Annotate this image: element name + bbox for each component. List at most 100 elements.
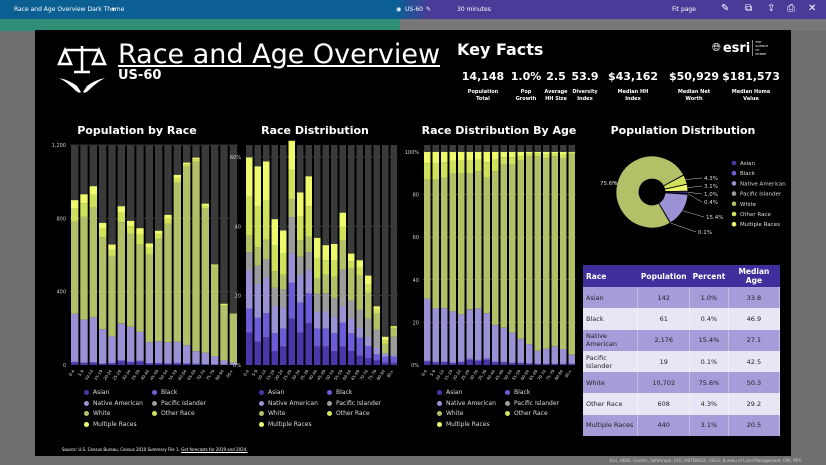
legend-item[interactable]: Asian xyxy=(437,389,462,396)
key-fact-label: Diversity Index xyxy=(572,89,598,102)
table-cell: Pacific Islander xyxy=(583,350,639,373)
bar-segment-white xyxy=(254,247,261,266)
legend-swatch xyxy=(259,400,264,406)
bar-segment-pacific-islander xyxy=(373,329,380,348)
bar-segment-other-race xyxy=(483,162,490,178)
globe-icon: 🌐︎ xyxy=(712,41,721,54)
bar-segment-white xyxy=(136,244,144,332)
column-header: Race xyxy=(583,265,638,287)
x-tick-label: 65-69 xyxy=(186,368,197,381)
close-icon[interactable]: ✕ xyxy=(808,3,817,14)
legend-item[interactable]: Black xyxy=(327,389,352,396)
bar-segment-asian xyxy=(331,351,338,365)
bar-segment-other-race xyxy=(211,265,219,267)
legend-label: Asian xyxy=(268,389,285,396)
legend-item[interactable]: White xyxy=(437,410,463,417)
legend-item[interactable]: Black xyxy=(505,389,530,396)
bar-segment-black xyxy=(173,362,181,364)
legend-item[interactable]: Other Race xyxy=(152,410,195,417)
bar-segment-multiple-races xyxy=(509,152,516,158)
bar-segment-white xyxy=(211,266,219,357)
bar-segment-asian xyxy=(543,364,550,365)
legend-item[interactable]: White xyxy=(84,410,110,417)
bar-segment-black xyxy=(322,328,329,347)
bar-segment-multiple-races xyxy=(183,162,191,165)
bar-segment-white xyxy=(449,173,456,312)
bar-segment-pacific-islander xyxy=(314,293,321,312)
legend-item[interactable]: Multiple Races xyxy=(84,421,137,428)
legend-swatch xyxy=(259,421,264,427)
pie-legend-label: Asian xyxy=(740,161,756,167)
bar-segment-native-american xyxy=(373,347,380,355)
column-header: Population xyxy=(637,265,690,287)
bar-segment-white xyxy=(314,278,321,294)
legend-item[interactable]: White xyxy=(259,410,285,417)
forecast-link[interactable]: Get forecasts for 2019 and 2024. xyxy=(181,447,248,452)
bar-segment-asian xyxy=(246,332,253,365)
table-cell: 75.6% xyxy=(689,372,729,394)
bar-segment-multiple-races xyxy=(390,326,397,328)
bar-segment-multiple-races xyxy=(424,152,431,164)
x-tick-label: 60-64 xyxy=(341,368,352,381)
print-icon[interactable]: ⎙ xyxy=(787,3,795,14)
legend-item[interactable]: Other Race xyxy=(327,410,370,417)
pie-data-label: 75.6% xyxy=(600,181,617,187)
legend-item[interactable]: Native American xyxy=(437,400,496,407)
legend-item[interactable]: Pacific Islander xyxy=(505,400,559,407)
bar-segment-black xyxy=(80,362,88,364)
esri-tagline: THE SCIENCE OF WHERE xyxy=(752,40,768,56)
legend-item[interactable]: Pacific Islander xyxy=(152,400,206,407)
bar-segment-pacific-islander xyxy=(271,287,278,307)
bar-segment-black xyxy=(127,361,135,363)
page-title: Race and Age Overview xyxy=(118,39,441,70)
refresh-interval-dropdown[interactable]: 30 minutes xyxy=(457,6,491,13)
bar-segment-other-race xyxy=(117,212,125,223)
bar-segment-white xyxy=(155,238,163,342)
x-tick-label: 70-74 xyxy=(358,368,369,381)
legend-item[interactable]: Multiple Races xyxy=(259,421,312,428)
bar-segment-pacific-islander xyxy=(246,252,253,271)
x-tick-label: 40-44 xyxy=(485,368,496,381)
bar-segment-native-american xyxy=(348,318,355,334)
legend-item[interactable]: Asian xyxy=(259,389,284,396)
bar-segment-other-race xyxy=(365,283,372,293)
legend-item[interactable]: Pacific Islander xyxy=(327,400,381,407)
x-tick-label: 40-44 xyxy=(307,368,318,381)
legend-item[interactable]: Multiple Races xyxy=(437,421,490,428)
bar-segment-native-american xyxy=(365,337,372,347)
bar-segment-asian xyxy=(80,363,88,365)
edit-site-icon[interactable]: ✎ xyxy=(426,6,432,13)
chart-title-race-distribution: Race Distribution xyxy=(261,124,369,137)
bar-segment-white xyxy=(475,171,482,309)
bar-segment-black xyxy=(560,363,567,365)
legend-swatch xyxy=(505,400,510,406)
bar-segment-pacific-islander xyxy=(254,265,261,284)
legend-item[interactable]: Asian xyxy=(84,389,109,396)
legend-item[interactable]: Other Race xyxy=(505,410,548,417)
x-tick-label: 5-9 xyxy=(429,368,437,377)
chevron-down-icon[interactable]: ▾ xyxy=(112,6,116,13)
bar-segment-native-american xyxy=(164,342,172,364)
key-fact-label: Median HH Index xyxy=(617,89,649,102)
table-cell: 19 xyxy=(637,350,691,373)
bar-segment-white xyxy=(89,207,97,318)
bar-segment-native-american xyxy=(99,329,107,364)
site-name[interactable]: US-60 xyxy=(405,6,423,13)
key-fact-value: $181,573 xyxy=(722,70,780,83)
legend-item[interactable]: Native American xyxy=(259,400,318,407)
bar-segment-asian xyxy=(271,351,278,365)
fit-page-dropdown[interactable]: Fit page xyxy=(672,6,696,13)
open-external-icon[interactable]: ⧉ xyxy=(745,3,753,14)
bar-segment-multiple-races xyxy=(534,152,541,154)
y-tick-label: 20 xyxy=(235,294,241,300)
dashboard-title-dropdown[interactable]: Race and Age Overview Dark Theme xyxy=(14,6,125,13)
bar-segment-white xyxy=(173,182,181,342)
legend-item[interactable]: Black xyxy=(152,389,177,396)
bar-segment-white xyxy=(568,154,575,355)
x-tick-label: 65-69 xyxy=(528,368,539,381)
edit-icon[interactable]: ✎ xyxy=(721,3,730,14)
bar-segment-black xyxy=(466,358,473,361)
legend-item[interactable]: Native American xyxy=(84,400,143,407)
share-icon[interactable]: ⇪ xyxy=(767,3,776,14)
bar-segment-native-american xyxy=(254,283,261,318)
